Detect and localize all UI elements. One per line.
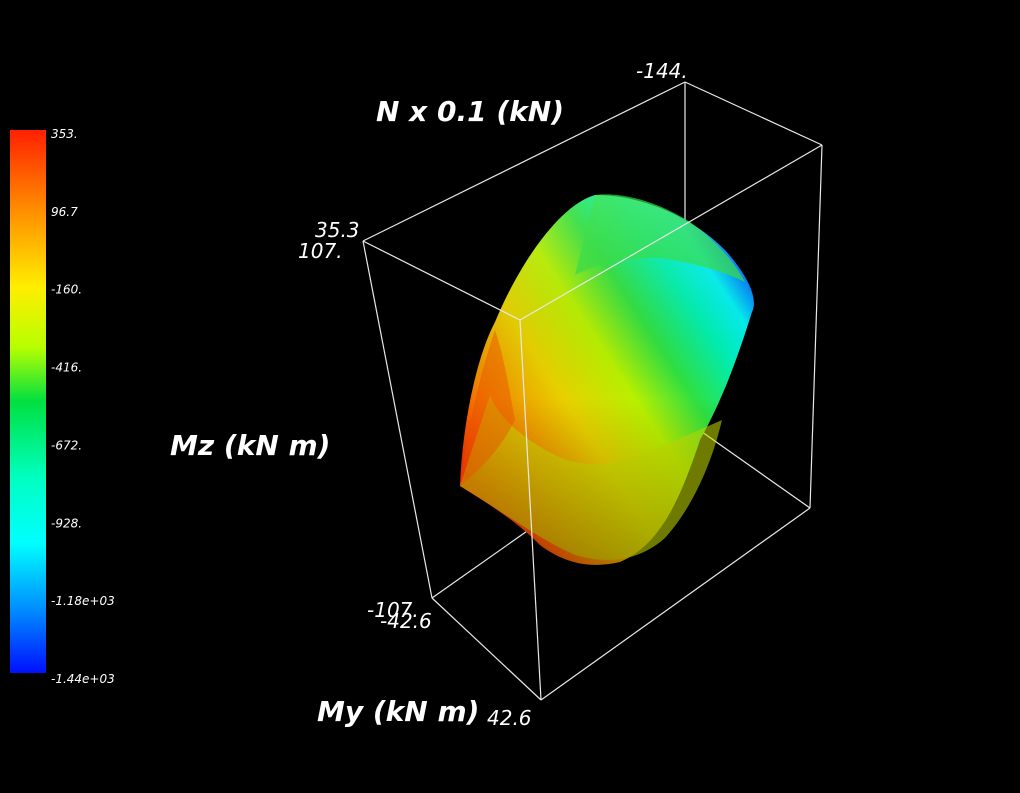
tick-my-min: -42.6	[380, 609, 432, 633]
surface-left-facet	[460, 330, 515, 486]
colorbar-tick-label: 96.7	[51, 205, 78, 219]
colorbar-tick-label: -160.	[51, 283, 82, 297]
colorbar-tick-label: -1.44e+03	[51, 672, 115, 686]
colorbar-tick-label: -1.18e+03	[51, 594, 115, 608]
colorbar-tick-label: -416.	[51, 361, 82, 375]
colorbar-tick-label: 353.	[51, 127, 78, 141]
axis-title-my: My (kN m)	[317, 695, 479, 728]
tick-mz-max: 107.	[298, 239, 343, 263]
interaction-surface	[460, 194, 754, 565]
axis-title-n: N x 0.1 (kN)	[376, 95, 564, 128]
tick-n-min: -144.	[636, 59, 688, 83]
colorbar-tick-label: -928.	[51, 516, 82, 530]
tick-my-max: 42.6	[487, 706, 532, 730]
surface-shading	[460, 195, 754, 565]
tick-mz-min: -107.	[367, 598, 419, 622]
tick-n-max: 35.3	[315, 218, 360, 242]
axis-title-mz: Mz (kN m)	[170, 429, 330, 462]
colorbar: 353. 96.7 -160. -416. -672. -928. -1.18e+03 -1.…	[10, 127, 115, 686]
bounding-box-front	[362, 144, 823, 701]
colorbar-tick-label: -672.	[51, 438, 82, 452]
colorbar-gradient	[10, 130, 46, 673]
